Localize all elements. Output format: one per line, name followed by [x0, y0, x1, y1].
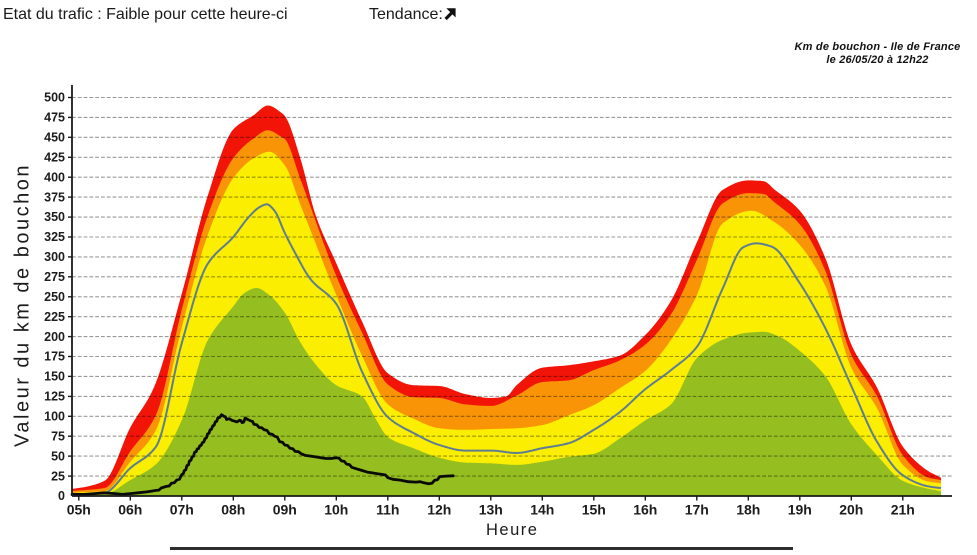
svg-text:25: 25 [51, 469, 65, 483]
svg-text:17h: 17h [685, 502, 709, 518]
svg-text:375: 375 [44, 190, 65, 204]
svg-text:16h: 16h [633, 502, 657, 518]
svg-text:06h: 06h [118, 502, 142, 518]
svg-text:13h: 13h [479, 502, 503, 518]
svg-text:15h: 15h [582, 502, 606, 518]
svg-text:475: 475 [44, 111, 65, 125]
svg-text:125: 125 [44, 390, 65, 404]
svg-text:325: 325 [44, 230, 65, 244]
svg-text:400: 400 [44, 170, 65, 184]
svg-text:350: 350 [44, 210, 65, 224]
svg-text:500: 500 [44, 91, 65, 105]
svg-text:11h: 11h [376, 502, 399, 518]
svg-text:200: 200 [44, 330, 65, 344]
svg-text:05h: 05h [67, 502, 91, 518]
svg-text:150: 150 [44, 370, 65, 384]
svg-text:425: 425 [44, 151, 65, 165]
svg-text:225: 225 [44, 310, 65, 324]
svg-text:10h: 10h [324, 502, 348, 518]
svg-text:0: 0 [58, 489, 65, 503]
svg-text:450: 450 [44, 131, 65, 145]
svg-text:300: 300 [44, 250, 65, 264]
svg-text:07h: 07h [170, 502, 194, 518]
svg-text:19h: 19h [788, 502, 812, 518]
svg-text:08h: 08h [221, 502, 245, 518]
svg-text:09h: 09h [273, 502, 297, 518]
svg-text:21h: 21h [891, 502, 915, 518]
svg-text:75: 75 [51, 429, 65, 443]
svg-text:14h: 14h [530, 502, 554, 518]
svg-text:50: 50 [51, 449, 65, 463]
svg-text:175: 175 [44, 350, 65, 364]
svg-text:12h: 12h [427, 502, 451, 518]
svg-text:250: 250 [44, 290, 65, 304]
svg-text:275: 275 [44, 270, 65, 284]
svg-text:100: 100 [44, 410, 65, 424]
svg-text:18h: 18h [736, 502, 760, 518]
svg-text:20h: 20h [839, 502, 863, 518]
